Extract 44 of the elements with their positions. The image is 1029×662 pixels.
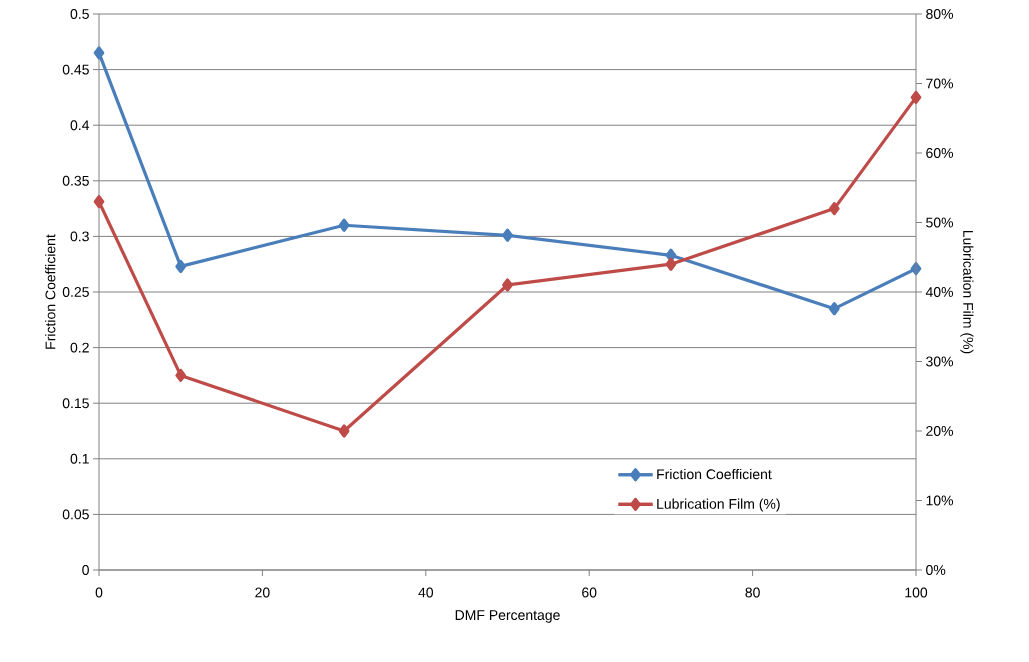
point [665, 257, 677, 271]
point [93, 46, 105, 60]
point [175, 368, 187, 382]
x-tick-label: 60 [582, 587, 597, 598]
x-tick-label: 80 [745, 587, 760, 598]
y2-tick-label: 80% [926, 9, 954, 19]
y-axis-title: Friction Coefficient [45, 234, 56, 349]
y-tick-label: 0.5 [70, 9, 89, 19]
y-tick-label: 0.4 [70, 120, 90, 131]
y2-tick-label: 20% [926, 426, 954, 436]
x-tick-label: 0 [95, 587, 103, 598]
point [93, 195, 105, 209]
y2-axis-title: Lubrication Film (%) [960, 230, 974, 354]
y-tick-label: 0.15 [62, 398, 89, 409]
legend-label: Lubrication Film (%) [657, 498, 780, 512]
point [828, 302, 840, 316]
point [338, 218, 350, 232]
y-tick-label: 0.2 [70, 342, 89, 353]
point [502, 278, 513, 292]
x-tick-label: 40 [418, 587, 434, 598]
point [338, 424, 350, 438]
x-tick-label: 20 [255, 587, 270, 598]
y2-tick-label: 70% [926, 78, 954, 89]
point [665, 248, 677, 262]
point [828, 202, 840, 216]
y-tick-label: 0.35 [62, 175, 89, 186]
y2-tick-label: 30% [926, 356, 954, 367]
y2-tick-label: 60% [926, 148, 954, 158]
legend-label: Friction Coefficient [657, 468, 772, 480]
x-axis-title: DMF Percentage [455, 610, 560, 623]
y-tick-label: 0.1 [70, 453, 89, 464]
y-tick-label: 0.45 [62, 64, 89, 75]
y-tick-label: 0.3 [70, 231, 89, 242]
y2-tick-label: 40% [925, 287, 954, 297]
y2-tick-label: 10% [926, 495, 954, 506]
y2-tick-label: 50% [926, 217, 954, 228]
y2-tick-label: 0% [926, 565, 946, 575]
y-tick-label: 0.05 [62, 509, 89, 520]
point [502, 228, 513, 242]
x-tick-label: 100 [905, 587, 928, 598]
y-tick-label: 0.25 [62, 287, 89, 297]
point [910, 90, 922, 104]
point [175, 259, 187, 274]
y-tick-label: 0 [82, 565, 89, 575]
